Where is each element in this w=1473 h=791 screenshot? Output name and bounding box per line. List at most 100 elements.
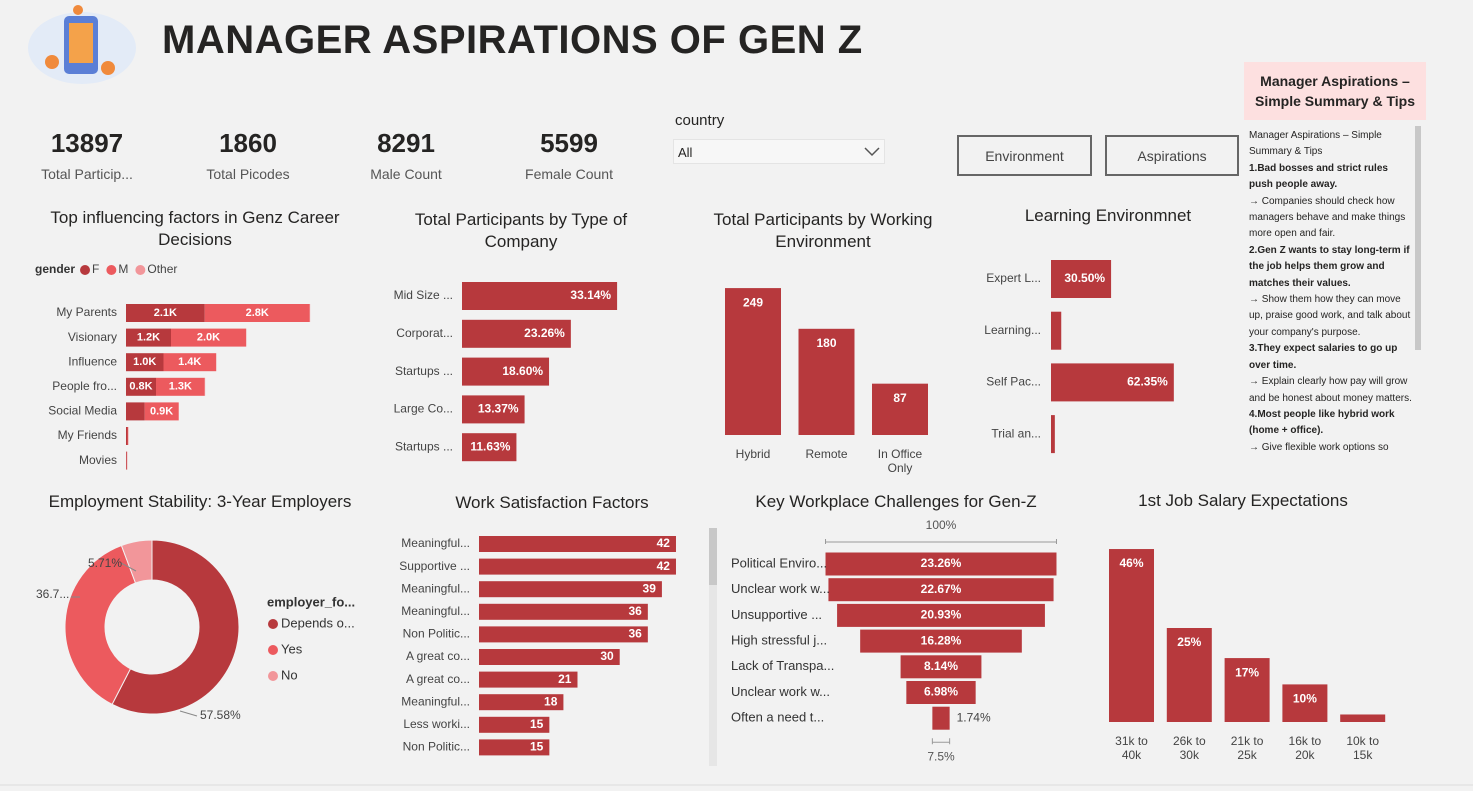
bar <box>462 433 517 462</box>
scrollbar-thumb[interactable] <box>709 528 717 585</box>
scrollbar-track <box>709 528 717 766</box>
data-label: 87 <box>893 391 907 405</box>
bar <box>462 319 571 348</box>
data-label: 25% <box>1177 635 1201 649</box>
annotation: 7.5% <box>927 749 955 763</box>
nav-button[interactable]: Environment <box>957 135 1092 176</box>
data-label: 10% <box>1293 692 1317 706</box>
data-label: 36 <box>628 627 642 641</box>
data-label: 2.1K <box>154 307 177 319</box>
tips-panel: Manager Aspirations – Simple Summary & T… <box>1249 128 1413 471</box>
tips-title: Manager Aspirations – Simple Summary & T… <box>1244 62 1426 120</box>
bar <box>479 694 564 711</box>
bar <box>479 671 578 688</box>
annotation: 100% <box>926 518 957 532</box>
data-label: 46% <box>1119 556 1143 570</box>
bar <box>798 328 855 435</box>
y-tick-label: Visionary <box>68 330 117 344</box>
y-tick-label: My Parents <box>56 305 117 319</box>
chart-title: Key Workplace Challenges for Gen-Z <box>755 492 1037 511</box>
y-tick-label: High stressful j... <box>731 633 827 648</box>
kpi-label: Male Count <box>370 166 442 182</box>
tip-paragraph: 1.Bad bosses and strict rules push peopl… <box>1249 162 1388 191</box>
bar <box>479 739 550 756</box>
data-label: 1.3K <box>169 381 192 393</box>
data-label: 6.98% <box>924 685 958 699</box>
y-tick-label: Meaningful... <box>401 536 470 550</box>
y-tick-label: Unclear work w... <box>731 684 830 699</box>
data-label: 23.26% <box>921 556 962 570</box>
data-label: 18.60% <box>502 364 543 378</box>
y-tick-label: Unsupportive ... <box>731 607 822 622</box>
bracket <box>825 539 1057 544</box>
bar <box>479 558 676 575</box>
data-label: 1.74% <box>957 710 991 724</box>
legend-title: employer_fo... <box>267 594 355 609</box>
bar-segment <box>126 377 156 396</box>
chart-title: Employment Stability: 3-Year Employers <box>48 492 352 511</box>
tip-paragraph: → Companies should check how managers be… <box>1249 195 1406 240</box>
y-tick-label: Startups ... <box>395 364 453 378</box>
y-tick-label: Expert L... <box>986 271 1041 285</box>
data-label: 8.14% <box>924 659 958 673</box>
data-label: 20.93% <box>921 608 962 622</box>
bar <box>1166 628 1212 722</box>
bar-segment <box>163 353 216 372</box>
x-tick-label: 10k to 15k <box>1346 734 1380 762</box>
data-label: 36.7... <box>36 587 69 601</box>
bar <box>1051 415 1055 454</box>
data-label: 21 <box>558 672 572 686</box>
tip-paragraph: 4.Most people like hybrid work (home + o… <box>1249 408 1395 437</box>
nav-button[interactable]: Aspirations <box>1105 135 1239 176</box>
funnel-bar <box>932 706 950 730</box>
legend-label: No <box>281 667 298 682</box>
kpi-label: Total Particip... <box>41 166 133 182</box>
legend-marker <box>268 619 278 629</box>
chart-title: Top influencing factors in Genz Career D… <box>50 208 340 249</box>
bar <box>1051 311 1062 350</box>
donut-slice <box>64 544 137 705</box>
bar <box>1051 363 1174 402</box>
y-tick-label: Meaningful... <box>401 581 470 595</box>
bar <box>479 649 620 665</box>
data-label: 30.50% <box>1064 271 1105 285</box>
y-tick-label: Unclear work w... <box>731 581 830 596</box>
bar-segment <box>171 328 246 347</box>
y-tick-label: Lack of Transpa... <box>731 658 834 673</box>
bar-segment <box>204 304 310 322</box>
data-label: 180 <box>816 336 836 350</box>
logo-person <box>45 55 59 69</box>
data-label: 16.28% <box>921 633 962 647</box>
x-tick-label: Remote <box>805 447 848 461</box>
bar-segment <box>126 353 164 372</box>
leader-line <box>120 562 137 572</box>
data-label: 22.67% <box>921 582 962 596</box>
data-label: 33.14% <box>570 288 611 302</box>
x-tick-label: 21k to 25k <box>1230 734 1264 762</box>
kpi-label: Female Count <box>525 166 613 182</box>
funnel-bar <box>825 552 1057 576</box>
data-label: 15 <box>530 717 544 731</box>
legend-title: gender <box>35 262 75 276</box>
y-tick-label: A great co... <box>406 672 470 686</box>
legend-marker <box>80 265 91 275</box>
legend-marker <box>135 265 146 275</box>
y-tick-label: A great co... <box>406 649 470 663</box>
bar <box>725 288 781 435</box>
bar-segment <box>127 427 129 445</box>
tips-scrollbar[interactable] <box>1415 126 1421 350</box>
tip-paragraph: → Explain clearly how pay will grow and … <box>1249 376 1412 404</box>
bar <box>1051 260 1112 298</box>
data-label: 17% <box>1235 665 1259 679</box>
logo-person <box>73 5 83 15</box>
bar <box>1224 658 1270 722</box>
data-label: 42 <box>657 559 671 573</box>
chart-title: Total Participants by Type of Company <box>414 210 628 251</box>
legend-marker <box>268 671 278 681</box>
data-label: 1.0K <box>133 356 156 368</box>
slicer-label: country <box>675 112 725 129</box>
data-label: 1.2K <box>137 332 160 344</box>
slicer-dropdown[interactable]: All <box>673 139 885 164</box>
funnel-bar <box>837 603 1045 627</box>
